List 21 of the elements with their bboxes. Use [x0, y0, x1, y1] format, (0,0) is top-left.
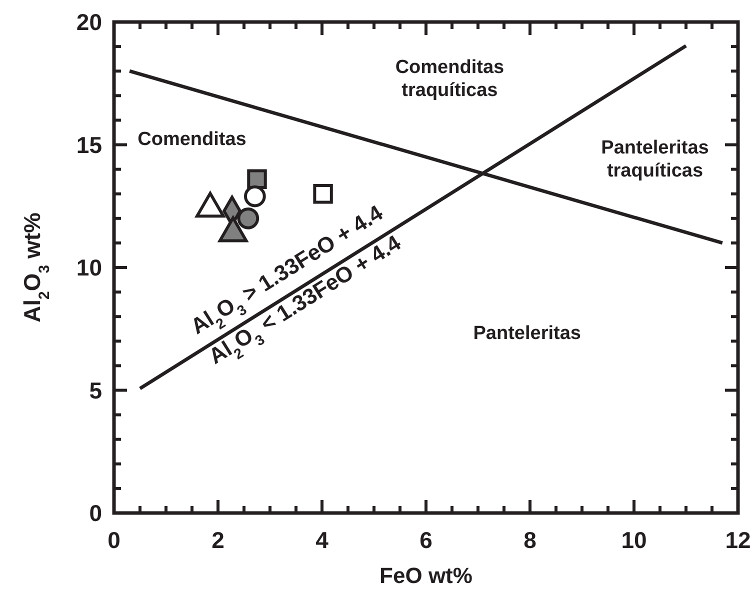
- annotation: Panteleritas: [473, 322, 581, 344]
- y-tick-label: 0: [89, 500, 102, 526]
- point: [247, 169, 267, 189]
- point: [244, 185, 266, 208]
- x-tick-label: 10: [621, 527, 647, 553]
- y-tick-label: 10: [76, 254, 102, 280]
- x-tick-label: 12: [725, 527, 751, 553]
- x-tick-label: 2: [212, 527, 224, 553]
- x-tick-label: 4: [316, 527, 329, 553]
- x-tick-label: 6: [420, 527, 432, 553]
- x-tick-label: 0: [108, 527, 120, 553]
- annotation: Comenditas traquíticas: [395, 56, 504, 101]
- annotation: Panteleritas traquíticas: [601, 138, 709, 182]
- y-tick-label: 15: [76, 132, 102, 158]
- point: [237, 207, 260, 230]
- x-axis-title: FeO wt%: [380, 563, 472, 588]
- y-tick-label: 20: [76, 9, 102, 35]
- point: [313, 184, 333, 204]
- y-tick-label: 5: [89, 377, 102, 404]
- annotation: Comenditas: [138, 128, 246, 150]
- x-tick-label: 8: [524, 527, 537, 553]
